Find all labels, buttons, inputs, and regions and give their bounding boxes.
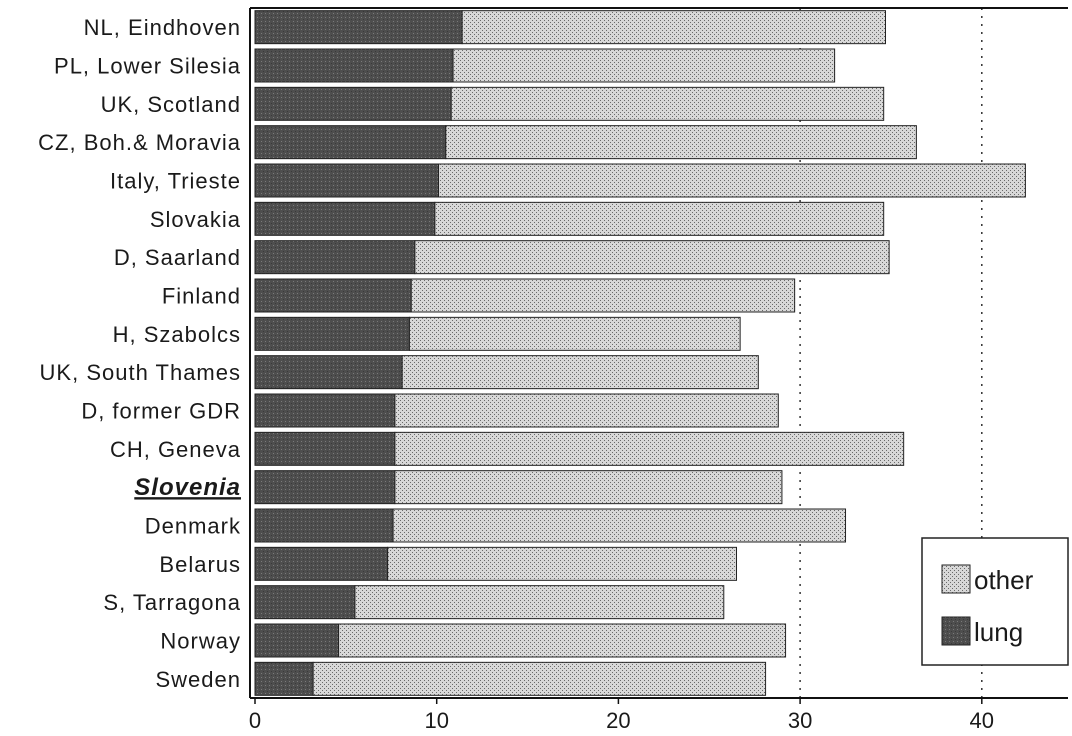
category-label-pl-lower-silesia: PL, Lower Silesia bbox=[54, 54, 241, 79]
bar-other-italy-trieste bbox=[438, 163, 1026, 198]
bar-lung-italy-trieste bbox=[254, 163, 440, 198]
category-label-belarus: Belarus bbox=[159, 552, 241, 577]
bar-group-denmark bbox=[254, 508, 847, 543]
bar-group-d-saarland bbox=[254, 240, 890, 275]
x-tick-label-30: 30 bbox=[788, 708, 812, 733]
bar-lung-slovakia bbox=[254, 201, 436, 236]
bar-other-uk-scotland bbox=[450, 86, 885, 121]
bar-other-slovakia bbox=[434, 201, 885, 236]
bar-group-uk-south-thames bbox=[254, 355, 759, 390]
bar-lung-denmark bbox=[254, 508, 394, 543]
bar-group-norway bbox=[254, 623, 787, 658]
bar-group-italy-trieste bbox=[254, 163, 1026, 198]
bar-group-finland bbox=[254, 278, 796, 313]
category-label-uk-south-thames: UK, South Thames bbox=[40, 360, 241, 385]
category-label-uk-scotland: UK, Scotland bbox=[101, 92, 241, 117]
bar-lung-sweden bbox=[254, 661, 314, 696]
category-label-slovenia: Slovenia bbox=[134, 474, 241, 501]
bar-lung-cz-boh-moravia bbox=[254, 125, 447, 160]
bar-lung-belarus bbox=[254, 546, 389, 581]
category-label-d-saarland: D, Saarland bbox=[114, 245, 241, 270]
bar-group-slovakia bbox=[254, 201, 885, 236]
bar-other-uk-south-thames bbox=[401, 355, 759, 390]
bar-group-pl-lower-silesia bbox=[254, 48, 836, 83]
x-tick-label-10: 10 bbox=[424, 708, 448, 733]
bar-lung-h-szabolcs bbox=[254, 316, 410, 351]
bar-lung-slovenia bbox=[254, 470, 396, 505]
bar-group-slovenia bbox=[254, 470, 783, 505]
category-label-finland: Finland bbox=[162, 284, 241, 309]
bar-lung-uk-scotland bbox=[254, 86, 452, 121]
category-label-slovakia: Slovakia bbox=[150, 207, 241, 232]
bar-lung-uk-south-thames bbox=[254, 355, 403, 390]
bar-lung-pl-lower-silesia bbox=[254, 48, 454, 83]
category-label-italy-trieste: Italy, Trieste bbox=[110, 169, 241, 194]
bar-group-sweden bbox=[254, 661, 767, 696]
x-tick-label-0: 0 bbox=[249, 708, 261, 733]
legend: other lung bbox=[921, 537, 1069, 666]
bar-other-ch-geneva bbox=[394, 431, 905, 466]
legend-swatch-lung bbox=[941, 616, 971, 646]
bar-other-h-szabolcs bbox=[408, 316, 741, 351]
bar-group-d-former-gdr bbox=[254, 393, 779, 428]
bar-group-uk-scotland bbox=[254, 86, 885, 121]
bar-lung-norway bbox=[254, 623, 340, 658]
category-label-cz-boh-moravia: CZ, Boh.& Moravia bbox=[38, 130, 241, 155]
bar-other-slovenia bbox=[394, 470, 783, 505]
bar-lung-d-former-gdr bbox=[254, 393, 396, 428]
category-label-h-szabolcs: H, Szabolcs bbox=[113, 322, 241, 347]
bar-other-nl-eindhoven bbox=[461, 10, 886, 45]
legend-label-lung: lung bbox=[974, 617, 1023, 647]
bar-other-denmark bbox=[392, 508, 847, 543]
legend-label-other: other bbox=[974, 565, 1034, 595]
category-labels: NL, Eindhoven PL, Lower Silesia UK, Scotla… bbox=[38, 15, 241, 692]
x-tick-label-40: 40 bbox=[970, 708, 994, 733]
bar-lung-ch-geneva bbox=[254, 431, 396, 466]
category-label-nl-eindhoven: NL, Eindhoven bbox=[84, 15, 241, 40]
bar-other-d-saarland bbox=[414, 240, 890, 275]
bar-other-s-tarragona bbox=[354, 585, 725, 620]
bar-group-s-tarragona bbox=[254, 585, 725, 620]
bar-group-belarus bbox=[254, 546, 738, 581]
bar-other-finland bbox=[410, 278, 796, 313]
x-tick-labels: 0 10 20 30 40 bbox=[249, 698, 994, 733]
category-label-d-former-gdr: D, former GDR bbox=[81, 399, 241, 424]
bar-group-cz-boh-moravia bbox=[254, 125, 917, 160]
bar-other-sweden bbox=[312, 661, 767, 696]
bar-other-norway bbox=[338, 623, 787, 658]
category-label-s-tarragona: S, Tarragona bbox=[103, 590, 241, 615]
bars bbox=[254, 10, 1026, 696]
bar-group-ch-geneva bbox=[254, 431, 905, 466]
bar-lung-nl-eindhoven bbox=[254, 10, 463, 45]
bar-other-belarus bbox=[387, 546, 738, 581]
bar-other-d-former-gdr bbox=[394, 393, 779, 428]
category-label-norway: Norway bbox=[160, 629, 241, 654]
axes bbox=[249, 7, 1068, 699]
x-tick-label-20: 20 bbox=[606, 708, 630, 733]
category-label-ch-geneva: CH, Geneva bbox=[110, 437, 241, 462]
bar-group-nl-eindhoven bbox=[254, 10, 886, 45]
bar-lung-d-saarland bbox=[254, 240, 416, 275]
category-label-sweden: Sweden bbox=[155, 667, 241, 692]
bar-other-pl-lower-silesia bbox=[452, 48, 836, 83]
bar-lung-finland bbox=[254, 278, 412, 313]
bar-group-h-szabolcs bbox=[254, 316, 741, 351]
bar-lung-s-tarragona bbox=[254, 585, 356, 620]
reference-lines bbox=[799, 8, 983, 698]
legend-swatch-other bbox=[941, 564, 971, 594]
bar-other-cz-boh-moravia bbox=[445, 125, 917, 160]
category-label-denmark: Denmark bbox=[145, 514, 241, 539]
